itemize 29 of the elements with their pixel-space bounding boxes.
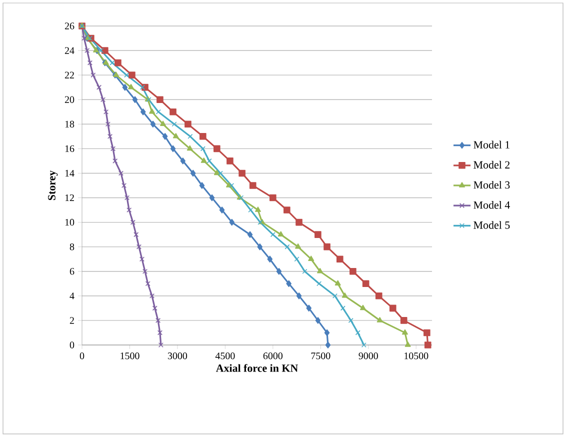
legend-label: Model 2: [474, 160, 510, 169]
y-tick-label: 16: [65, 145, 74, 152]
x-tick-label: 3000: [168, 352, 188, 360]
y-axis-title: Storey: [48, 170, 58, 200]
y-tick-label: 18: [65, 120, 74, 128]
y-tick-label: 22: [64, 72, 74, 78]
legend-label: Model 5: [474, 221, 510, 229]
legend-label: Model 4: [474, 201, 510, 209]
y-tick-label: 20: [64, 96, 74, 103]
y-tick-label: 6: [70, 268, 74, 275]
y-tick-label: 14: [65, 170, 74, 177]
y-tick-label: 26: [64, 22, 74, 30]
x-tick-label: 6000: [263, 352, 283, 360]
y-tick-label: 4: [70, 292, 74, 300]
x-tick-label: 0: [80, 352, 84, 360]
x-tick-label: 4500: [215, 352, 235, 360]
legend-label: Model 1: [474, 140, 510, 148]
y-tick-label: 12: [65, 194, 74, 202]
y-tick-label: 10: [65, 218, 74, 226]
x-axis-title: Axial force in KN: [216, 364, 298, 372]
x-tick-label: 10500: [404, 352, 428, 360]
legend-label: Model 3: [474, 180, 510, 189]
x-tick-label: 1500: [120, 352, 140, 360]
y-tick-label: 0: [70, 342, 74, 348]
y-tick-label: 2: [70, 317, 74, 324]
y-tick-label: 8: [70, 243, 74, 250]
y-tick-label: 24: [64, 47, 74, 54]
x-tick-label: 9000: [358, 352, 378, 360]
x-tick-label: 7500: [311, 352, 330, 360]
